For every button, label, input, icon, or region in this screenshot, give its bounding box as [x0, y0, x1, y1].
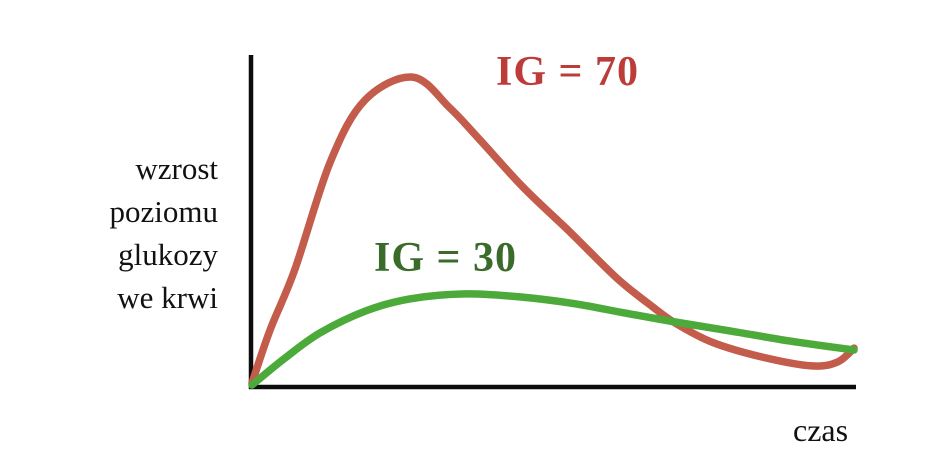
high-gi-label: IG = 70 — [496, 49, 639, 95]
y-axis-label: wzrost poziomu glukozy we krwi — [109, 151, 219, 315]
low-gi-curve — [248, 290, 858, 389]
x-axis-label: czas — [793, 412, 849, 448]
low-gi-label: IG = 30 — [374, 235, 517, 281]
high-gi-curve — [248, 73, 858, 387]
